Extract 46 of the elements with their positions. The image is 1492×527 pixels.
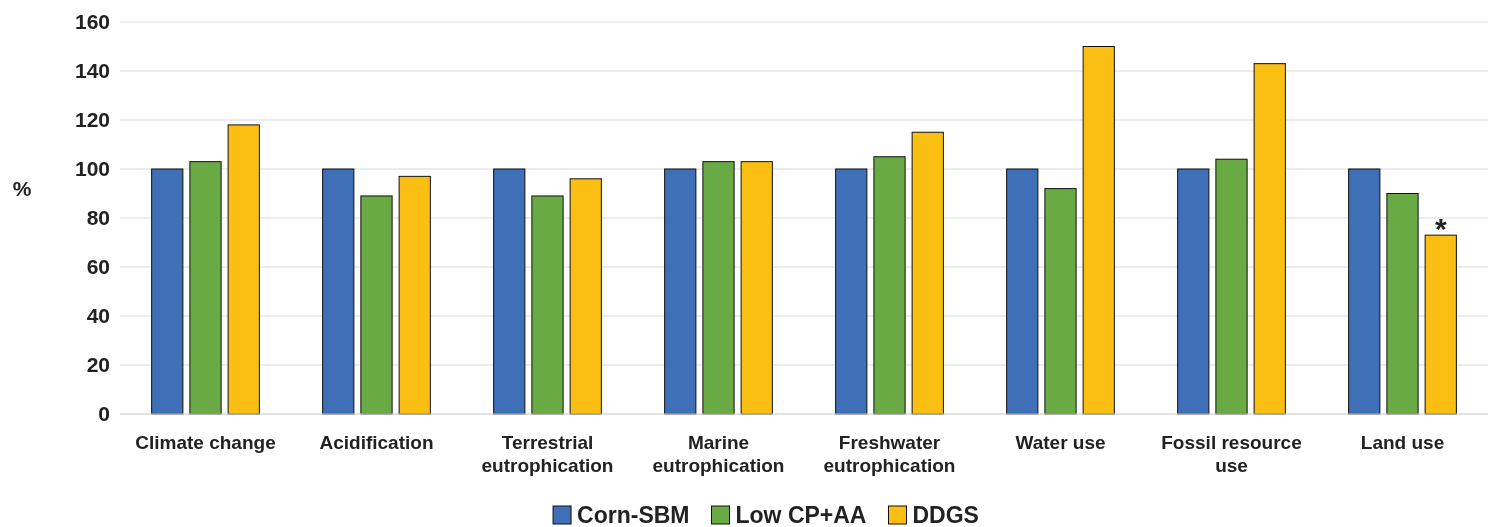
y-tick-label: 80	[86, 206, 110, 230]
bar	[322, 168, 355, 415]
bar	[911, 131, 944, 415]
bar	[189, 161, 222, 415]
bar	[664, 168, 697, 415]
bar	[227, 124, 260, 415]
y-axis-title: %	[12, 177, 32, 200]
y-tick-label: 0	[98, 402, 110, 426]
bar	[1424, 234, 1457, 415]
legend-label: Low CP+AA	[735, 502, 867, 527]
bar	[835, 168, 868, 415]
y-tick-label: 120	[74, 108, 110, 132]
bar	[398, 175, 431, 415]
bar	[1253, 63, 1286, 415]
bar	[873, 156, 906, 415]
bar	[151, 168, 184, 415]
x-tick-label: Climate change	[135, 432, 276, 453]
y-tick-label: 100	[74, 157, 110, 181]
bar	[569, 178, 602, 415]
bar	[1044, 188, 1077, 415]
bar	[1348, 168, 1381, 415]
bar	[493, 168, 526, 415]
x-tick-label: Land use	[1360, 432, 1445, 453]
y-tick-label: 60	[86, 255, 110, 279]
y-tick-label: 20	[86, 353, 110, 377]
x-tick-label: Water use	[1015, 432, 1106, 453]
legend-label: Corn-SBM	[577, 502, 690, 527]
bar	[702, 161, 735, 415]
annotation: *	[1434, 212, 1447, 246]
y-tick-label: 160	[74, 10, 110, 34]
x-tick-label: Acidification	[319, 432, 434, 453]
x-tick-label: Terrestrial eutrophication	[481, 432, 614, 476]
y-tick-label: 140	[74, 59, 110, 83]
bar	[1177, 168, 1210, 415]
bar	[360, 195, 393, 415]
bar	[1386, 193, 1419, 415]
bar	[1082, 46, 1115, 415]
x-tick-label: Marine eutrophication	[652, 432, 785, 476]
x-tick-label: Fossil resource use	[1161, 432, 1302, 476]
legend-label: DDGS	[912, 502, 979, 527]
bar	[1006, 168, 1039, 415]
x-tick-label: Freshwater eutrophication	[823, 432, 956, 476]
bar	[531, 195, 564, 415]
y-tick-label: 40	[86, 304, 110, 328]
bar	[740, 161, 773, 415]
bar	[1215, 158, 1248, 415]
